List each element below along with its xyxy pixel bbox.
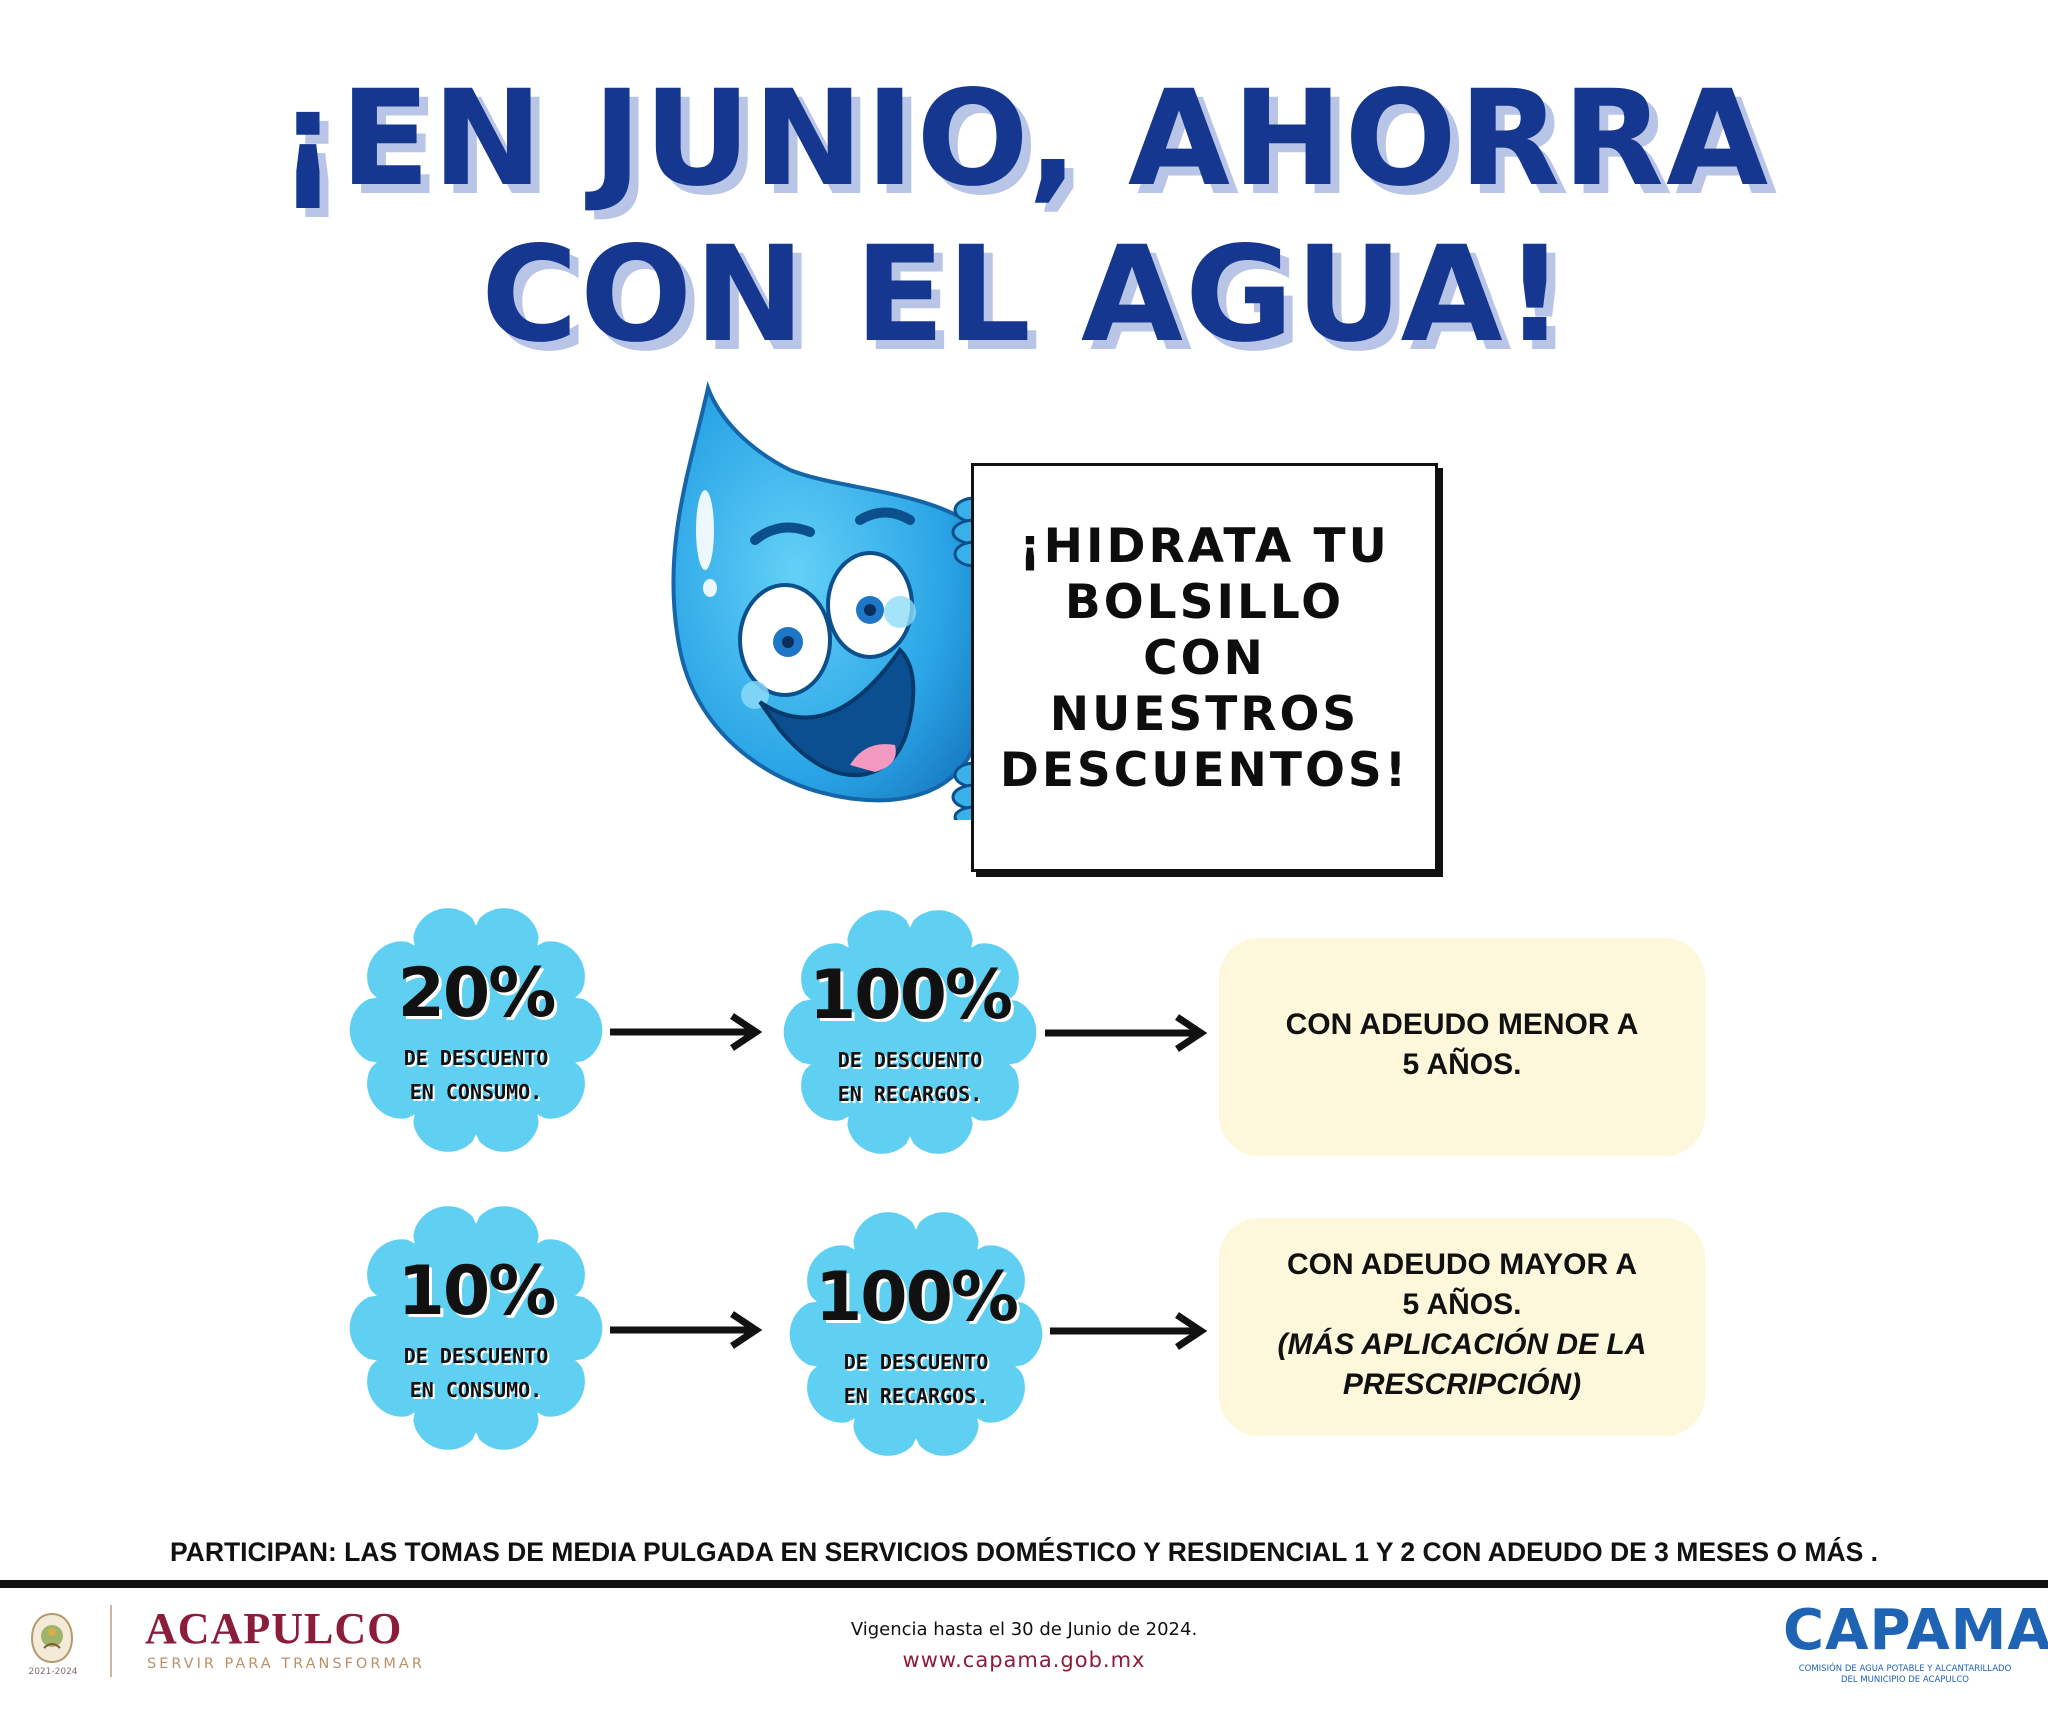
scalloped-badge-shape (349, 1206, 603, 1450)
discount-badge-consumption: 20% DE DESCUENTO EN CONSUMO. (342, 896, 610, 1164)
discount-percent: 20% (397, 954, 557, 1033)
footer-divider (0, 1580, 2048, 1588)
discount-label: DE DESCUENTO (843, 1350, 989, 1374)
discount-label: DE DESCUENTO (403, 1046, 549, 1070)
capama-desc-line: COMISIÓN DE AGUA POTABLE Y ALCANTARILLAD… (1798, 1664, 2012, 1674)
participants-note: PARTICIPAN: LAS TOMAS DE MEDIA PULGADA E… (169, 1537, 1879, 1567)
condition-note: PRESCRIPCIÓN) (1342, 1368, 1582, 1401)
slogan-text: ¡HIDRATA TU BOLSILLO CON NUESTROS DESCUE… (974, 519, 1435, 799)
arrow-right-icon (1045, 1014, 1208, 1052)
capama-logo: CAPAMA (1783, 1598, 2048, 1663)
capama-desc-line: DEL MUNICIPIO DE ACAPULCO (1841, 1675, 1969, 1685)
discount-label: EN CONSUMO. (409, 1378, 543, 1402)
scalloped-badge-shape (783, 910, 1037, 1154)
slogan-line: DESCUENTOS! (999, 743, 1410, 798)
city-logo-text: ACAPULCO (145, 1604, 403, 1653)
water-drop-mascot-icon (671, 380, 999, 820)
slogan-line: NUESTROS (1049, 687, 1360, 742)
scalloped-badge-shape (789, 1212, 1043, 1456)
condition-line: 5 AÑOS. (1402, 1048, 1522, 1081)
discount-percent: 100% (814, 1258, 1019, 1337)
condition-box: CON ADEUDO MAYOR A 5 AÑOS. (MÁS APLICACI… (1219, 1218, 1705, 1436)
condition-note: (MÁS APLICACIÓN DE LA (1277, 1328, 1647, 1361)
discount-label: DE DESCUENTO (837, 1048, 983, 1072)
seal-years: 2021-2024 (28, 1667, 78, 1677)
headline-line-1: ¡EN JUNIO, AHORRA (277, 62, 1771, 216)
validity-note: Vigencia hasta el 30 de Junio de 2024. (850, 1619, 1198, 1640)
slogan-line: ¡HIDRATA TU (1019, 519, 1390, 574)
condition-line: 5 AÑOS. (1402, 1288, 1522, 1321)
discount-label: EN CONSUMO. (409, 1080, 543, 1104)
discount-percent: 10% (397, 1252, 557, 1331)
condition-line: CON ADEUDO MAYOR A (1286, 1248, 1638, 1281)
condition-line: CON ADEUDO MENOR A (1285, 1008, 1639, 1041)
slogan-sign: ¡HIDRATA TU BOLSILLO CON NUESTROS DESCUE… (971, 463, 1438, 872)
discount-label: EN RECARGOS. (837, 1082, 983, 1106)
discount-badge-consumption: 10% DE DESCUENTO EN CONSUMO. (342, 1194, 610, 1462)
website-link[interactable]: www.capama.gob.mx (902, 1648, 1146, 1672)
city-motto: SERVIR PARA TRANSFORMAR (147, 1656, 425, 1672)
municipal-seal-icon (30, 1612, 74, 1664)
discount-badge-surcharges: 100% DE DESCUENTO EN RECARGOS. (776, 898, 1044, 1166)
slogan-line: CON (1143, 631, 1266, 686)
footer-separator (110, 1605, 112, 1677)
slogan-line: BOLSILLO (1064, 575, 1345, 630)
discount-percent: 100% (808, 956, 1013, 1035)
arrow-right-icon (610, 1311, 763, 1349)
headline-line-2: CON EL AGUA! (481, 218, 1567, 372)
condition-box: CON ADEUDO MENOR A 5 AÑOS. (1219, 938, 1705, 1156)
scalloped-badge-shape (349, 908, 603, 1152)
discount-label: EN RECARGOS. (843, 1384, 989, 1408)
arrow-right-icon (610, 1013, 763, 1051)
discount-label: DE DESCUENTO (403, 1344, 549, 1368)
discount-badge-surcharges: 100% DE DESCUENTO EN RECARGOS. (782, 1200, 1050, 1468)
arrow-right-icon (1050, 1312, 1208, 1350)
capama-description: COMISIÓN DE AGUA POTABLE Y ALCANTARILLAD… (1780, 1664, 2030, 1686)
